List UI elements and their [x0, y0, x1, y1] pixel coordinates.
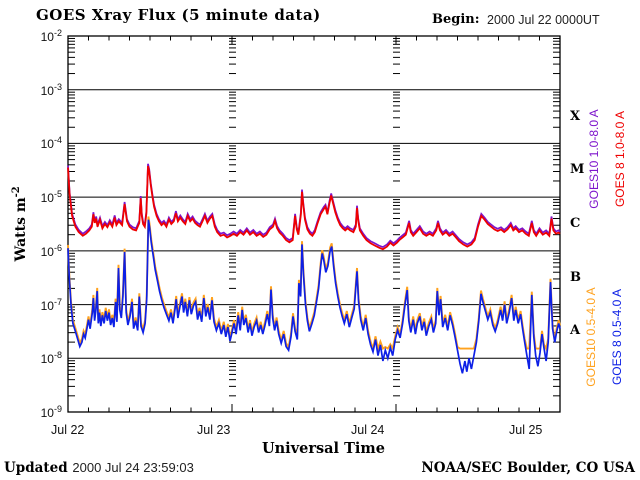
x-tick-label: Jul 23 [197, 422, 231, 437]
x-axis-label: Universal Time [262, 439, 385, 457]
y-tick-label: 10-3 [40, 81, 62, 98]
flare-class-m: M [570, 162, 585, 178]
updated-label: Updated [4, 460, 68, 476]
y-axis-label: Watts m-2 [11, 186, 29, 262]
legend-goes10-0-5-4-0-a: GOES10 0.5-4.0 A [584, 287, 598, 387]
page-title: GOES Xray Flux (5 minute data) [36, 6, 321, 24]
x-tick-label: Jul 25 [509, 422, 543, 437]
updated-value: 2000 Jul 24 23:59:03 [72, 460, 194, 475]
x-tick-label: Jul 22 [51, 422, 85, 437]
y-tick-label: 10-4 [40, 135, 62, 152]
y-tick-label: 10-5 [40, 189, 62, 206]
legend-goes-8-0-5-4-0-a: GOES 8 0.5-4.0 A [610, 288, 624, 386]
y-tick-label: 10-7 [40, 296, 62, 313]
x-tick-label: Jul 24 [351, 422, 385, 437]
legend-goes10-1-0-8-0-a: GOES10 1.0-8.0 A [587, 109, 601, 209]
series-goes8-long [67, 165, 561, 251]
credit-text: NOAA/SEC Boulder, CO USA [421, 460, 635, 476]
updated-timestamp: Updated 2000 Jul 24 23:59:03 [4, 460, 194, 476]
flare-class-c: C [570, 215, 581, 231]
legend-goes-8-1-0-8-0-a: GOES 8 1.0-8.0 A [613, 110, 627, 208]
series-goes8-short [67, 219, 561, 374]
y-tick-label: 10-2 [40, 28, 62, 44]
plot-border [67, 35, 561, 413]
y-tick-label: 10-8 [40, 350, 62, 367]
flare-class-b: B [570, 269, 581, 285]
flare-class-a: A [570, 323, 581, 339]
y-tick-label: 10-6 [40, 242, 62, 259]
begin-value: 2000 Jul 22 0000UT [487, 13, 600, 27]
flare-class-x: X [570, 108, 581, 124]
y-tick-label: 10-9 [40, 403, 62, 420]
begin-label: Begin: [432, 12, 480, 27]
